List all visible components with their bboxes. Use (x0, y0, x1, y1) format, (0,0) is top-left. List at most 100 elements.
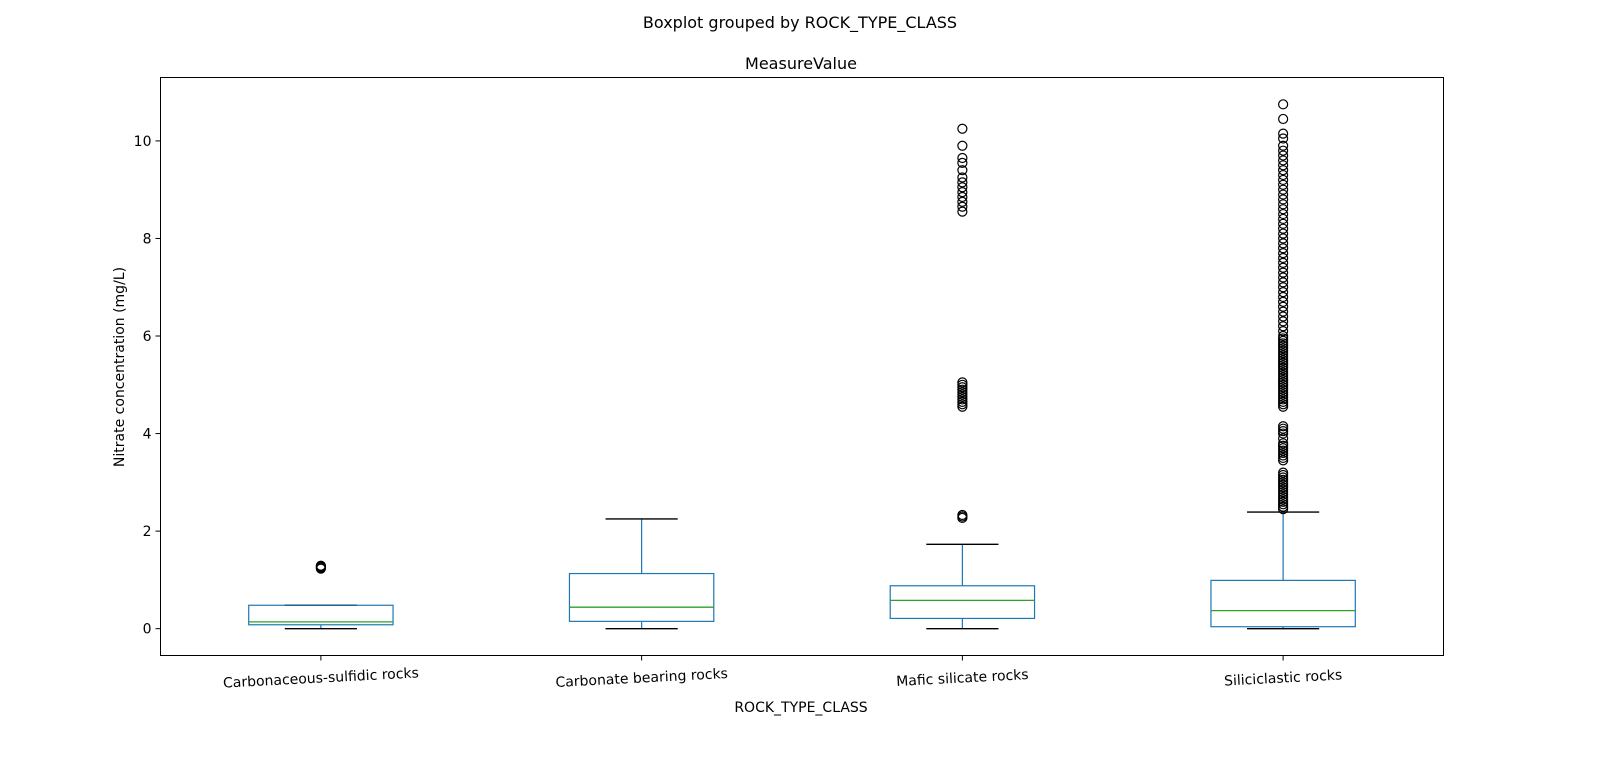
outlier-point (1278, 384, 1289, 395)
box-group (1210, 99, 1356, 630)
outlier-point (1278, 189, 1289, 200)
outlier-point (1278, 360, 1289, 371)
outlier-point (1278, 382, 1289, 393)
axes-frame (160, 77, 1444, 656)
outlier-point (1278, 99, 1289, 110)
x-tick-label: Carbonate bearing rocks (555, 666, 728, 691)
outlier-point (1278, 479, 1289, 490)
outlier-point (1278, 477, 1289, 488)
box-group (889, 123, 1036, 630)
box (568, 572, 715, 622)
outlier-point (1278, 379, 1289, 390)
outlier-point (957, 140, 968, 151)
outlier-point (1278, 218, 1289, 229)
box (248, 604, 394, 626)
outlier-point (1278, 208, 1289, 220)
outlier-point (1278, 252, 1289, 264)
outlier-point (957, 123, 968, 134)
outlier-point (1278, 426, 1289, 437)
outlier-point (1278, 499, 1289, 510)
outlier-point (1278, 291, 1289, 303)
outlier-point (1278, 472, 1289, 483)
outlier-point (1278, 440, 1289, 451)
outlier-point (1278, 347, 1289, 359)
outlier-point (1278, 330, 1289, 342)
outlier-point (957, 377, 968, 388)
outlier-point (1278, 267, 1289, 278)
outlier-point (957, 509, 968, 521)
x-tick-label: Mafic silicate rocks (896, 667, 1029, 690)
outlier-point (957, 394, 968, 405)
y-tick-label: 0 (143, 622, 152, 638)
outlier-point (1278, 174, 1289, 186)
outlier-point (1278, 140, 1289, 151)
outlier-point (1278, 223, 1289, 234)
outlier-point (1278, 128, 1289, 139)
outlier-point (1278, 377, 1289, 388)
x-axis: Carbonaceous-sulfidic rocks Carbonate bea… (223, 655, 1343, 692)
outlier-point (1278, 133, 1289, 144)
outlier-point (957, 177, 968, 188)
outlier-point (1278, 355, 1289, 366)
outlier-point (1278, 262, 1289, 273)
outlier-point (1278, 287, 1289, 298)
outlier-point (1278, 306, 1289, 317)
outlier-point (1278, 321, 1289, 332)
outlier-point (1278, 150, 1289, 161)
outlier-point (1278, 484, 1289, 495)
outlier-point (1278, 335, 1289, 346)
outlier-point (1278, 340, 1289, 351)
box-group (248, 560, 394, 630)
y-axis-label: Nitrate concentration (mg/L) (112, 267, 128, 467)
outlier-point (1278, 184, 1289, 195)
outlier-point (1278, 491, 1289, 503)
outlier-point (1278, 452, 1289, 464)
box (889, 585, 1036, 620)
outlier-point (957, 389, 968, 400)
outlier-point (957, 206, 968, 217)
outlier-point (1278, 438, 1289, 449)
outlier-point (1278, 496, 1289, 507)
box-group (568, 518, 715, 630)
outlier-point (1278, 199, 1289, 210)
outlier-point (1278, 423, 1289, 434)
y-tick-label: 2 (143, 524, 152, 540)
outlier-point (1278, 450, 1289, 461)
plot-area (248, 99, 1356, 630)
outlier-point (1278, 469, 1289, 481)
outlier-point (1278, 372, 1289, 383)
outlier-point (1278, 396, 1289, 407)
outlier-point (1278, 165, 1289, 176)
outlier-point (1278, 194, 1289, 205)
x-tick-label: Carbonaceous-sulfidic rocks (223, 665, 420, 691)
outlier-point (1278, 362, 1289, 373)
outlier-point (1278, 489, 1289, 500)
outlier-point (1278, 467, 1289, 478)
outlier-point (1278, 455, 1289, 466)
outlier-point (1278, 399, 1289, 410)
outlier-point (1278, 389, 1289, 400)
outlier-point (1278, 155, 1289, 166)
outlier-point (957, 379, 968, 390)
outlier-point (957, 182, 968, 193)
outlier-point (957, 391, 968, 403)
outlier-point (315, 560, 326, 571)
outlier-point (1278, 401, 1289, 412)
outlier-point (1278, 338, 1289, 349)
chart-suptitle: Boxplot grouped by ROCK_TYPE_CLASS (643, 13, 957, 33)
outlier-point (1278, 179, 1289, 190)
y-tick-label: 8 (143, 231, 152, 247)
y-tick-label: 10 (134, 134, 152, 150)
outlier-point (957, 396, 968, 407)
outlier-point (1278, 443, 1289, 454)
outlier-point (1278, 301, 1289, 312)
outlier-point (957, 382, 968, 393)
outlier-point (957, 157, 968, 168)
outlier-point (1278, 494, 1289, 505)
outlier-point (1278, 433, 1289, 444)
outlier-point (1278, 482, 1289, 493)
outlier-point (1278, 282, 1289, 293)
outlier-point (957, 387, 968, 398)
x-tick-label: Siliciclastic rocks (1224, 667, 1343, 689)
